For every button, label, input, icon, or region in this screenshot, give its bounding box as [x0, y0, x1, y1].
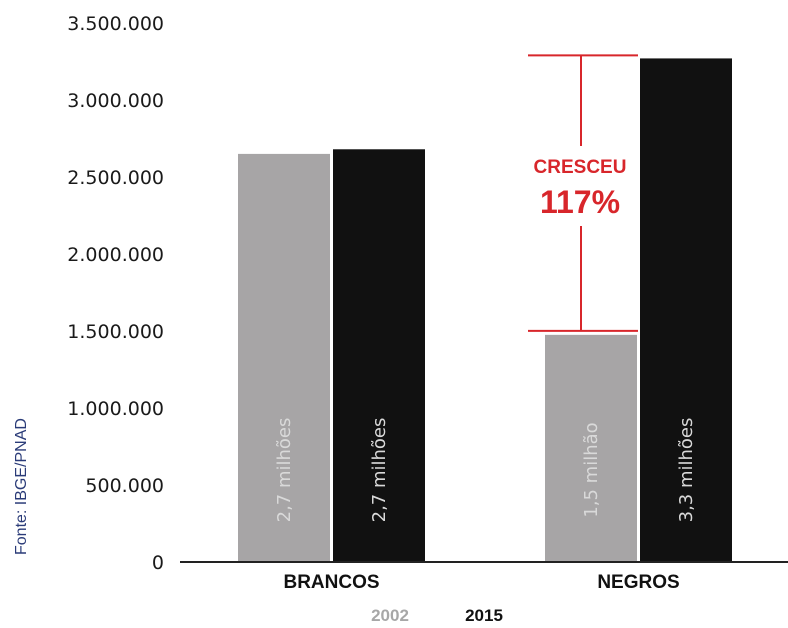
bar-value-label: 1,5 milhão — [581, 422, 602, 517]
y-axis: 0 500.000 1.000.000 1.500.000 2.000.000 2.500… — [67, 13, 164, 574]
y-tick-label: 1.000.000 — [67, 398, 164, 420]
bars — [238, 58, 732, 563]
bar-value-labels: 2,7 milhões 2,7 milhões 1,5 milhão 3,3 milh… — [274, 418, 697, 523]
y-tick-label: 1.500.000 — [67, 321, 164, 343]
category-label: NEGROS — [597, 572, 679, 593]
y-tick-label: 3.500.000 — [67, 13, 164, 35]
growth-annotation: CRESCEU 117% — [528, 54, 638, 332]
bar-value-label: 2,7 milhões — [369, 418, 390, 523]
y-tick-label: 0 — [152, 552, 164, 574]
x-axis-categories: BRANCOS NEGROS — [283, 572, 679, 593]
annotation-label: CRESCEU — [534, 157, 627, 178]
y-tick-label: 500.000 — [85, 475, 164, 497]
source-note: Fonte: IBGE/PNAD — [13, 418, 30, 555]
y-tick-label: 2.500.000 — [67, 167, 164, 189]
legend-item-2015: 2015 — [465, 606, 503, 625]
bar-negros-2002 — [545, 334, 637, 562]
y-tick-label: 2.000.000 — [67, 244, 164, 266]
y-tick-label: 3.000.000 — [67, 90, 164, 112]
annotation-value: 117% — [540, 184, 620, 220]
bar-brancos-2015 — [333, 149, 425, 562]
bar-value-label: 3,3 milhões — [676, 418, 697, 523]
bar-negros-2015 — [640, 58, 732, 563]
bar-brancos-2002 — [238, 153, 330, 562]
legend: 2002 2015 — [371, 606, 503, 625]
bar-value-label: 2,7 milhões — [274, 418, 295, 523]
legend-item-2002: 2002 — [371, 606, 409, 625]
category-label: BRANCOS — [283, 572, 379, 593]
